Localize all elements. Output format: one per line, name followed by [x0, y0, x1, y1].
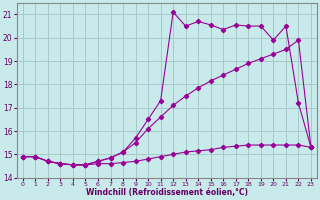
- X-axis label: Windchill (Refroidissement éolien,°C): Windchill (Refroidissement éolien,°C): [86, 188, 248, 197]
